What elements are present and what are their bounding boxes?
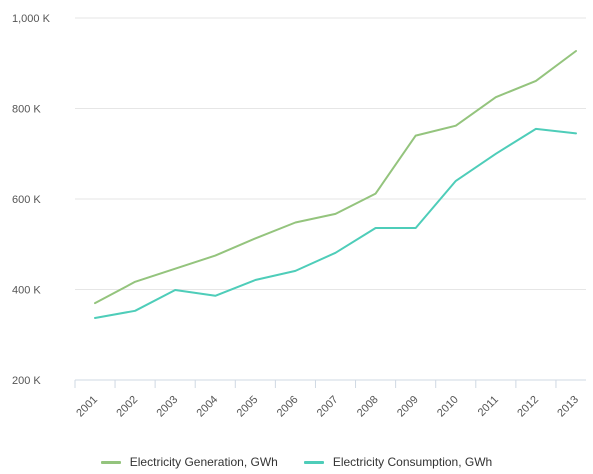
x-tick-label: 2007	[315, 394, 341, 420]
y-tick-label: 400 K	[12, 285, 41, 297]
x-tick-label: 2005	[235, 394, 261, 420]
x-tick-label: 2006	[275, 394, 301, 420]
legend-swatch	[100, 460, 121, 464]
series-line-consumption[interactable]	[94, 127, 577, 319]
x-tick-label: 2008	[355, 394, 381, 420]
legend-item-generation[interactable]: Electricity Generation, GWh	[100, 455, 278, 469]
series-lines	[94, 50, 577, 319]
x-tick-label: 2011	[476, 394, 501, 419]
legend: Electricity Generation, GWh Electricity C…	[0, 453, 593, 471]
x-tick-label: 2002	[114, 394, 140, 420]
gridlines	[75, 17, 586, 290]
series-line-generation[interactable]	[94, 50, 577, 305]
y-axis-ticks: 200 K 400 K 600 K 800 K 1,000 K	[12, 13, 51, 387]
x-tick-label: 2013	[555, 394, 581, 420]
x-tick-label: 2003	[154, 394, 180, 420]
x-tick-label: 2010	[435, 394, 461, 420]
x-axis: 2001 2002 2003 2004 2005 2006 2007 2008 2009 2010…	[74, 379, 586, 420]
legend-label: Electricity Consumption, GWh	[332, 455, 493, 469]
legend-label: Electricity Generation, GWh	[129, 455, 278, 469]
x-tick-label: 2012	[515, 394, 541, 420]
x-tick-label: 2009	[395, 394, 421, 420]
y-tick-label: 600 K	[12, 194, 41, 206]
x-tick-label: 2004	[195, 394, 221, 420]
legend-swatch	[303, 460, 324, 464]
y-tick-label: 1,000 K	[12, 13, 51, 25]
y-tick-label: 800 K	[12, 104, 41, 116]
legend-item-consumption[interactable]: Electricity Consumption, GWh	[303, 455, 493, 469]
y-tick-label: 200 K	[12, 375, 41, 387]
x-tick-label: 2001	[74, 394, 100, 420]
